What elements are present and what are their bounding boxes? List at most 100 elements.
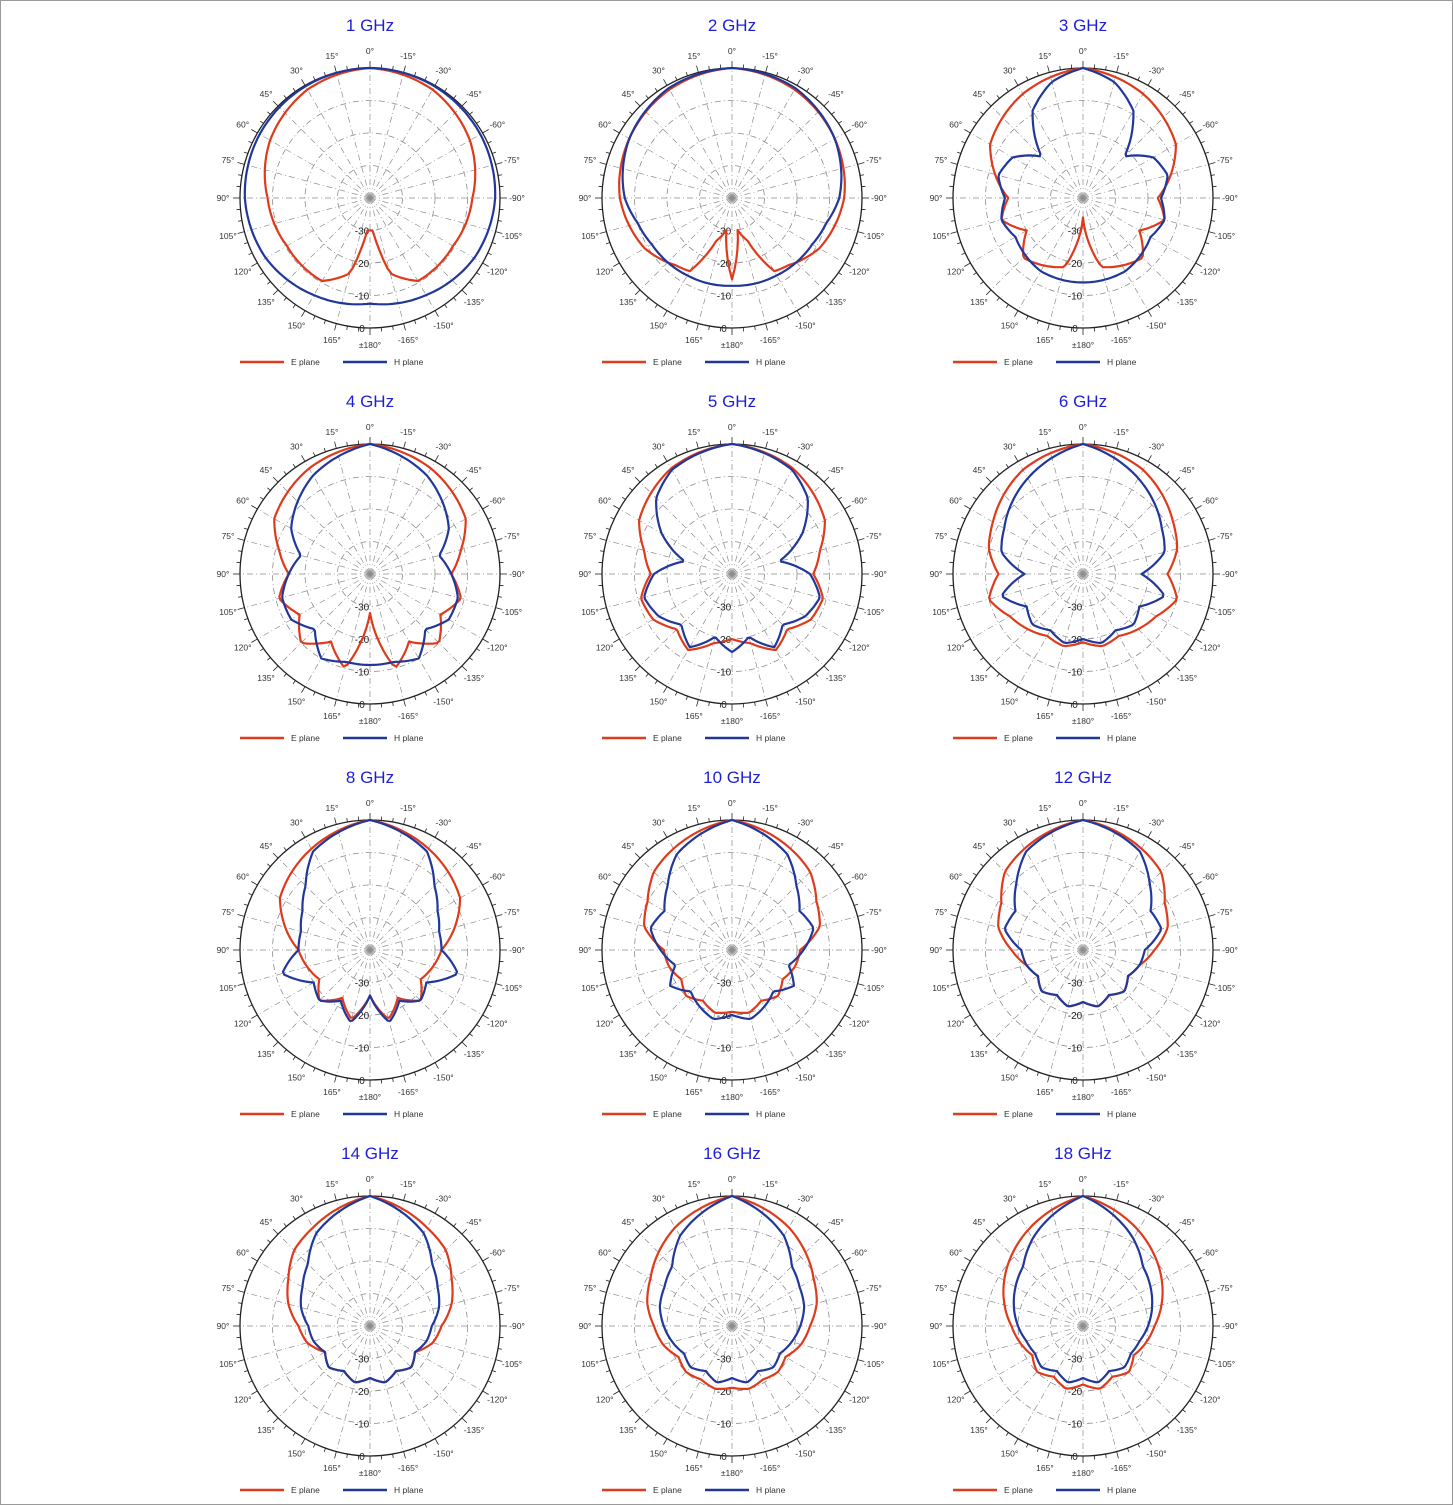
angle-tick-label: 60° — [949, 120, 962, 130]
angle-tick-mark — [1059, 701, 1061, 707]
angular-grid-spoke — [970, 508, 1084, 575]
angular-grid-spoke — [639, 949, 733, 1043]
angle-tick-mark — [434, 686, 439, 693]
angle-tick-mark — [334, 323, 337, 331]
angle-tick-mark — [403, 817, 406, 825]
angle-tick-mark — [1200, 893, 1205, 896]
angle-tick-mark — [831, 111, 835, 115]
angle-tick-mark — [1208, 1359, 1216, 1362]
legend-e-plane-label: E plane — [1004, 357, 1033, 367]
angle-tick-mark — [844, 1257, 851, 1262]
angle-tick-mark — [243, 151, 248, 154]
angular-grid-spoke — [606, 1325, 733, 1360]
angle-tick-mark — [815, 1223, 819, 1227]
angle-tick-label: -30° — [1149, 818, 1165, 828]
angle-tick-label: 0° — [728, 46, 736, 56]
angle-tick-mark — [469, 1033, 473, 1037]
angle-tick-mark — [629, 657, 633, 661]
angle-tick-label: -30° — [1149, 442, 1165, 452]
angle-tick-label: 30° — [1003, 1194, 1016, 1204]
angle-tick-mark — [476, 1024, 480, 1028]
angle-tick-label: 0° — [728, 1174, 736, 1184]
angular-grid-spoke — [639, 197, 733, 291]
angle-tick-label: -150° — [1146, 1448, 1166, 1458]
angle-tick-mark — [599, 174, 605, 176]
angular-grid-spoke — [369, 85, 436, 199]
angle-tick-mark — [973, 1024, 977, 1028]
angular-grid-spoke — [990, 949, 1084, 1043]
angle-tick-mark — [1200, 252, 1205, 255]
angle-tick-mark — [754, 325, 756, 331]
angle-tick-mark — [1189, 648, 1193, 652]
angle-tick-label: 75° — [584, 1283, 597, 1293]
angular-grid-spoke — [1082, 72, 1117, 199]
angle-tick-mark — [854, 1279, 859, 1282]
angle-tick-label: -90° — [871, 945, 887, 955]
angle-tick-label: -135° — [826, 1049, 846, 1059]
angular-grid-spoke — [731, 1292, 858, 1327]
angle-tick-mark — [1047, 699, 1050, 707]
angular-grid-spoke — [369, 949, 463, 1043]
angle-tick-mark — [605, 1370, 610, 1373]
angle-tick-mark — [267, 1239, 271, 1243]
angle-tick-mark — [334, 1451, 337, 1459]
angle-tick-mark — [482, 1014, 489, 1019]
angle-tick-mark — [495, 1359, 503, 1362]
radial-grid-circle — [1050, 1293, 1116, 1359]
angle-tick-mark — [950, 1348, 956, 1350]
angle-tick-mark — [844, 638, 851, 643]
angle-tick-label: -135° — [464, 1425, 484, 1435]
angle-tick-label: -75° — [866, 155, 882, 165]
angle-tick-label: 15° — [326, 427, 339, 437]
e-plane-curve — [987, 442, 1179, 648]
angular-grid-spoke — [731, 1325, 798, 1439]
angle-tick-label: -45° — [466, 1217, 482, 1227]
angle-tick-label: 75° — [222, 155, 235, 165]
angle-tick-label: -15° — [1113, 51, 1129, 61]
angle-tick-label: -75° — [1217, 531, 1233, 541]
angular-grid-spoke — [1082, 197, 1117, 324]
angle-tick-mark — [248, 893, 253, 896]
angle-tick-mark — [1005, 840, 1009, 844]
angle-tick-mark — [283, 1425, 287, 1429]
angle-tick-mark — [272, 1041, 279, 1048]
angular-grid-spoke — [257, 884, 371, 951]
angle-tick-mark — [487, 517, 492, 520]
angle-tick-mark — [806, 840, 810, 844]
angle-tick-mark — [461, 852, 468, 859]
angle-tick-label: 45° — [260, 841, 273, 851]
angle-tick-mark — [806, 1432, 810, 1436]
angular-grid-spoke — [304, 949, 371, 1063]
angle-tick-mark — [1189, 1400, 1193, 1404]
angle-tick-mark — [1174, 1228, 1181, 1235]
angle-tick-label: 60° — [236, 120, 249, 130]
angle-tick-label: -165° — [760, 335, 780, 345]
angle-tick-mark — [248, 517, 253, 520]
angular-grid-spoke — [731, 197, 766, 324]
angle-tick-label: 135° — [619, 1049, 637, 1059]
angle-tick-mark — [392, 1453, 394, 1459]
angle-tick-label: 30° — [652, 66, 665, 76]
angle-tick-mark — [1157, 840, 1161, 844]
angle-tick-mark — [1189, 272, 1193, 276]
angle-tick-label: 90° — [579, 1321, 592, 1331]
angle-tick-mark — [859, 1302, 865, 1304]
angular-grid-spoke — [336, 1200, 371, 1327]
angular-grid-spoke — [698, 824, 733, 951]
angle-tick-mark — [492, 994, 497, 997]
angle-tick-mark — [859, 926, 865, 928]
angle-tick-mark — [1059, 325, 1061, 331]
angular-grid-spoke — [277, 105, 371, 199]
radial-tick-label: -30 — [1068, 227, 1083, 238]
angle-tick-label: 15° — [1039, 1179, 1052, 1189]
angle-tick-mark — [796, 686, 801, 693]
angle-tick-mark — [237, 596, 243, 598]
angle-tick-mark — [956, 242, 961, 245]
angular-grid-spoke — [1082, 949, 1209, 984]
angle-tick-label: -165° — [398, 335, 418, 345]
angle-tick-mark — [272, 852, 279, 859]
angular-grid-spoke — [1082, 508, 1196, 575]
angular-grid-spoke — [1082, 1292, 1209, 1327]
angle-tick-mark — [1014, 1207, 1019, 1214]
angle-tick-mark — [961, 893, 966, 896]
